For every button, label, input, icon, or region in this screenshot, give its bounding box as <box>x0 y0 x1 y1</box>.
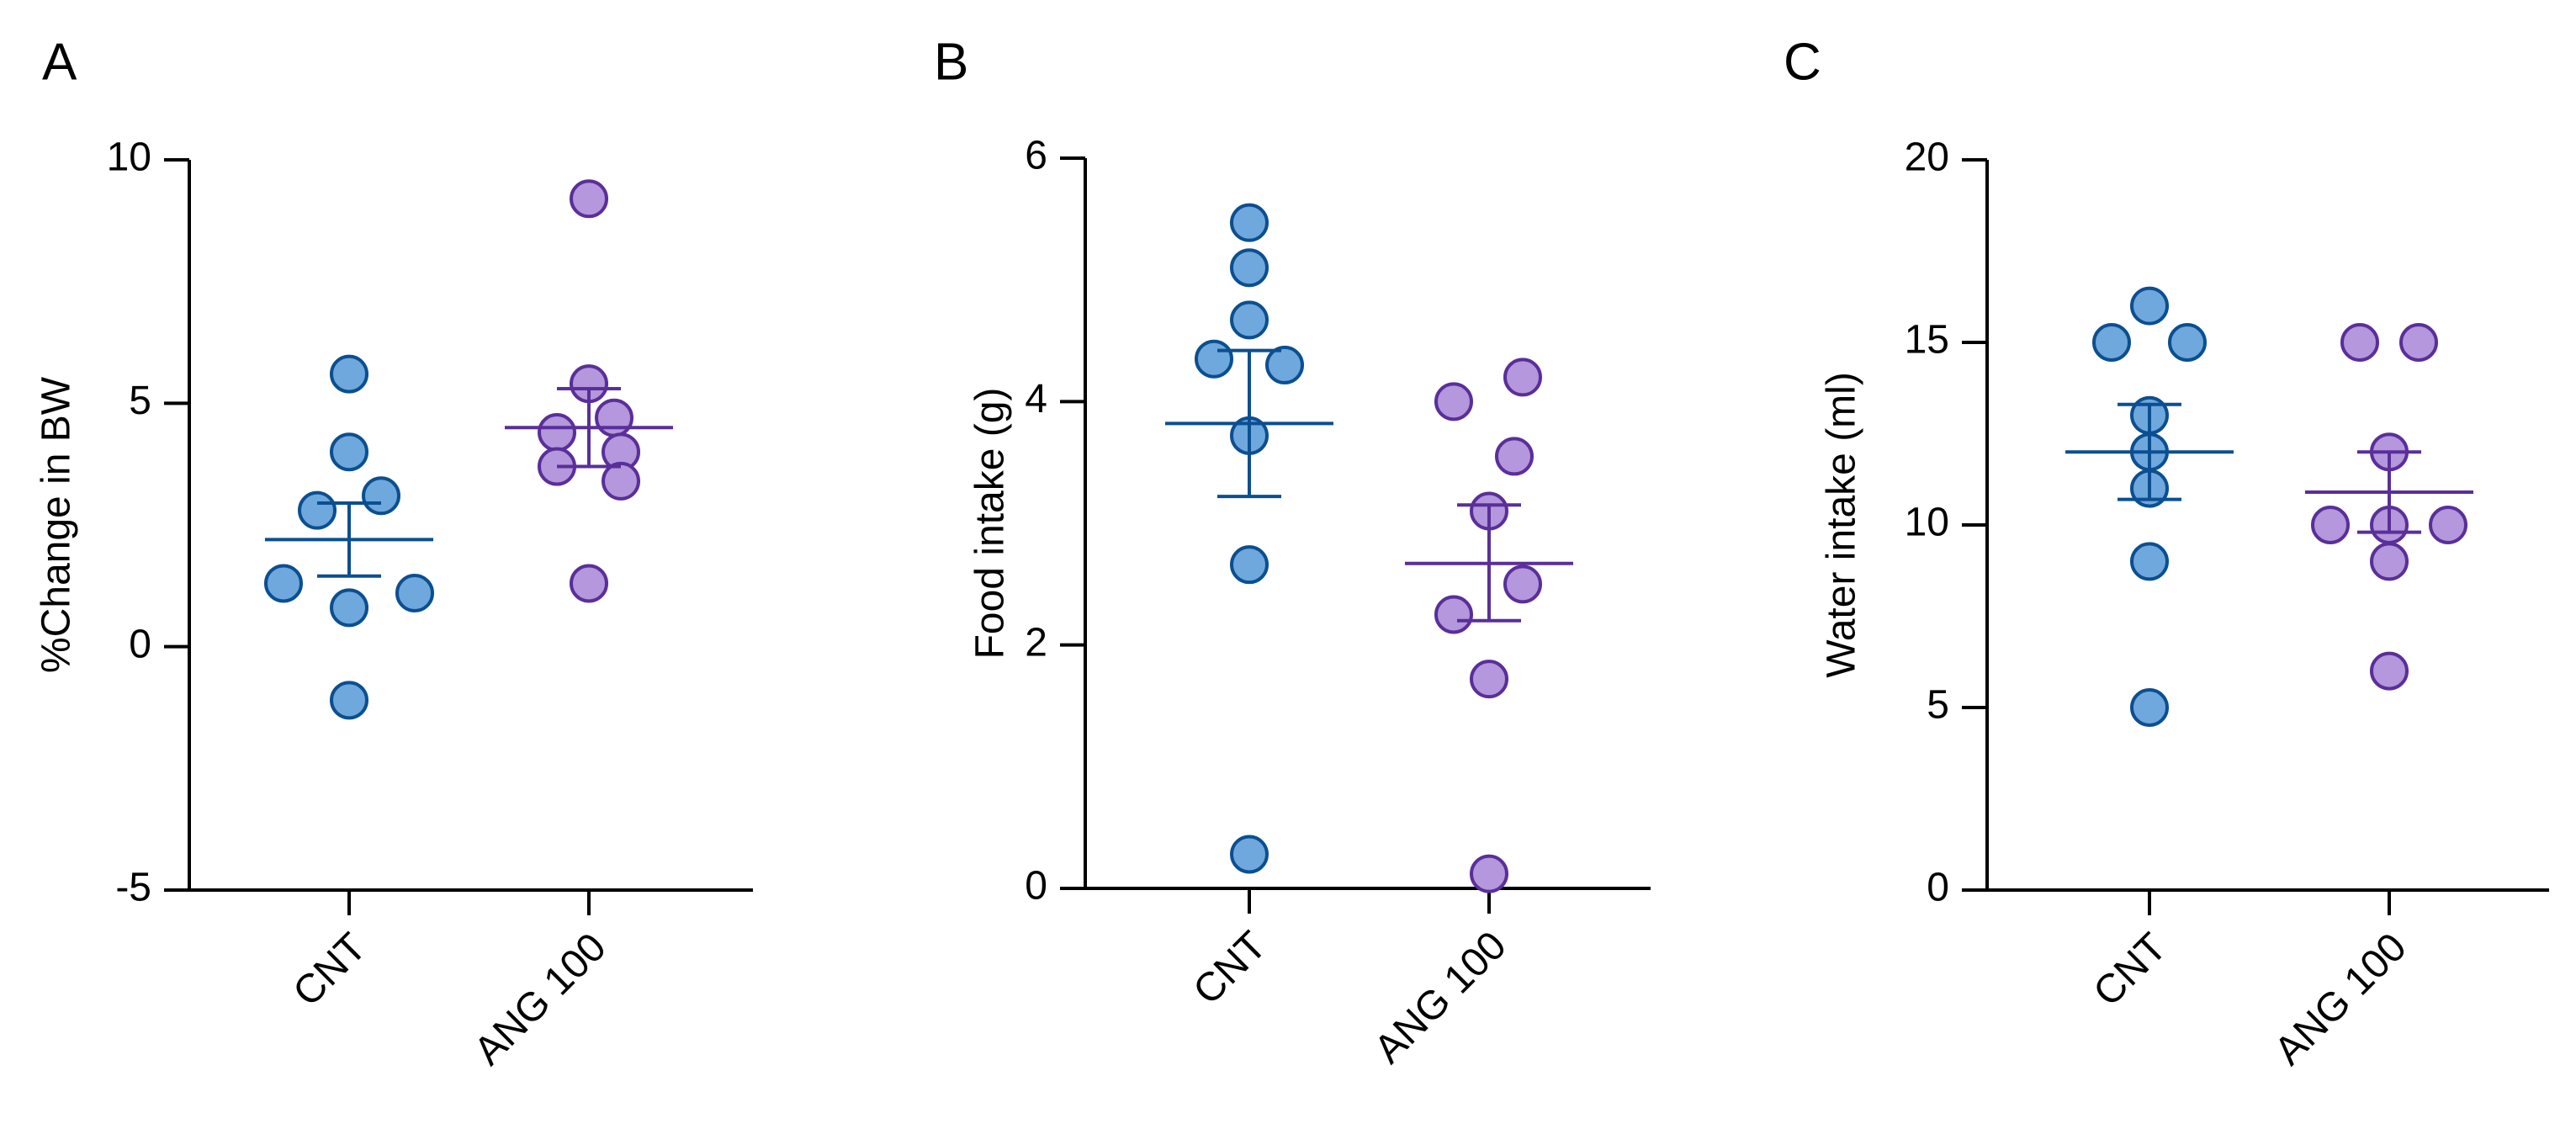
data-point <box>1230 300 1269 340</box>
series-ang-100 <box>2305 323 2473 691</box>
data-point <box>2168 323 2207 362</box>
data-point <box>2311 506 2350 544</box>
data-point <box>2370 542 2409 581</box>
data-point <box>570 564 608 603</box>
y-tick-label: 5 <box>1927 683 1949 728</box>
data-point <box>2130 542 2169 581</box>
data-point <box>1434 382 1473 421</box>
series-cnt <box>1165 203 1333 874</box>
data-point <box>298 490 337 530</box>
y-tick-label: 10 <box>107 135 151 180</box>
data-point <box>264 564 303 603</box>
chart-panel-c: C 0 5 10 15 20 Water intake (ml) CNT ANG 100 <box>1784 33 2549 1073</box>
x-category-label: ANG 100 <box>1366 923 1515 1072</box>
panel-letter: A <box>42 33 77 91</box>
data-point <box>362 476 400 516</box>
x-category-label: ANG 100 <box>466 925 615 1073</box>
y-tick-label: 0 <box>1025 864 1047 909</box>
panel-letter: C <box>1784 33 1821 91</box>
y-axis-label: Food intake (g) <box>968 388 1013 660</box>
data-point <box>1503 564 1542 604</box>
y-tick-label: 4 <box>1025 377 1047 421</box>
data-point <box>1495 437 1534 476</box>
y-tick-label: 2 <box>1025 620 1047 665</box>
data-point <box>2370 651 2409 691</box>
data-point <box>2429 506 2467 544</box>
data-point <box>1470 660 1508 699</box>
data-point <box>2092 323 2131 362</box>
y-axis-label: %Change in BW <box>34 376 79 673</box>
data-point <box>2130 286 2169 326</box>
x-category-label: CNT <box>2086 925 2176 1015</box>
data-point <box>1195 339 1233 379</box>
y-tick-label: 6 <box>1025 134 1047 178</box>
data-point <box>570 179 608 219</box>
data-point <box>1503 358 1542 397</box>
data-point <box>1265 345 1304 384</box>
x-category-label: ANG 100 <box>2266 925 2415 1073</box>
y-tick-label: 0 <box>129 622 151 666</box>
data-point <box>1230 835 1269 874</box>
y-tick-label: 5 <box>129 379 151 423</box>
data-point <box>395 574 434 613</box>
x-category-label: CNT <box>1185 923 1275 1013</box>
data-point <box>330 354 368 394</box>
data-point <box>2130 688 2169 727</box>
panel-letter: B <box>934 33 968 91</box>
data-point <box>1434 595 1473 634</box>
y-tick-label: 0 <box>1927 866 1949 910</box>
series-cnt <box>264 354 434 720</box>
data-point <box>2399 323 2438 362</box>
data-point <box>330 681 368 720</box>
y-tick-label: -5 <box>115 866 151 910</box>
data-point <box>538 413 576 453</box>
data-point <box>1230 545 1269 585</box>
y-tick-label: 20 <box>1905 135 1949 180</box>
data-point <box>1230 203 1269 242</box>
x-category-label: CNT <box>285 925 375 1015</box>
data-point <box>2340 323 2379 362</box>
y-tick-label: 15 <box>1905 318 1949 363</box>
series-ang-100 <box>1405 358 1573 893</box>
data-point <box>1230 248 1269 288</box>
data-point <box>330 432 368 472</box>
data-point <box>330 588 368 628</box>
series-ang-100 <box>505 179 673 603</box>
data-point <box>602 461 640 501</box>
data-point <box>1470 854 1508 893</box>
y-tick-label: 10 <box>1905 501 1949 545</box>
chart-panel-a: A -5 0 5 10 %Change in BW CNT ANG 100 <box>34 33 753 1073</box>
y-axis-label: Water intake (ml) <box>1820 372 1864 678</box>
series-cnt <box>2065 286 2234 727</box>
chart-panel-b: B 0 2 4 6 Food intake (g) CNT ANG 100 <box>934 33 1651 1072</box>
data-point <box>595 398 633 437</box>
